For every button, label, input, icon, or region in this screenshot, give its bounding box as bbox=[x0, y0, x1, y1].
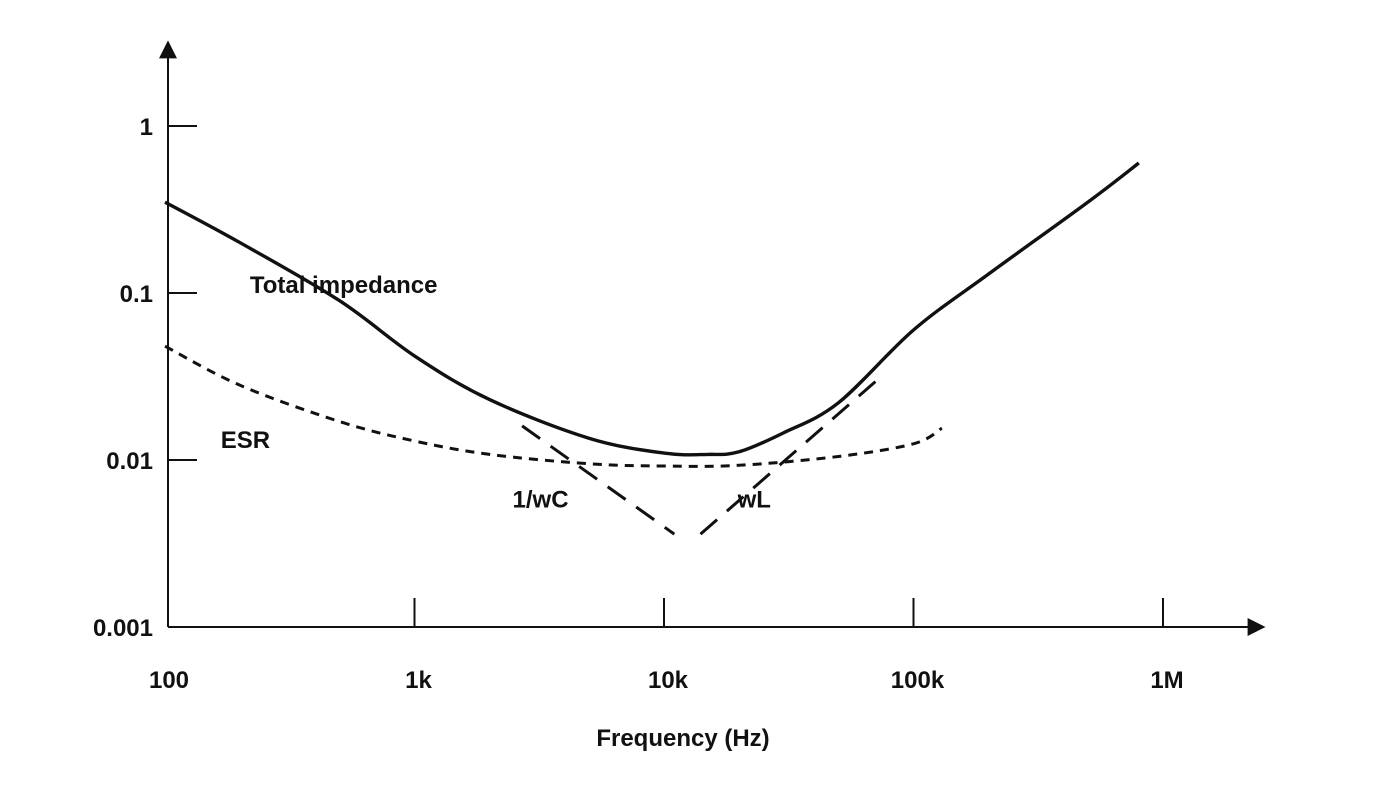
y-tick-label-1: 1 bbox=[140, 114, 153, 141]
x-tick-label-100: 100 bbox=[149, 667, 189, 694]
x-axis-title: Frequency (Hz) bbox=[596, 725, 769, 752]
y-tick-label-0-1: 0.1 bbox=[120, 281, 153, 308]
series-esr-line bbox=[164, 344, 943, 468]
y-tick-label-0-01: 0.01 bbox=[106, 448, 153, 475]
series-label-esr: ESR bbox=[221, 427, 270, 454]
series-label-wl: wL bbox=[737, 486, 771, 513]
series-label-total-impedance: Total impedance bbox=[250, 272, 438, 299]
y-tick-label-0-001: 0.001 bbox=[93, 615, 153, 642]
x-tick-label-100k: 100k bbox=[891, 667, 945, 694]
x-tick-label-1k: 1k bbox=[405, 667, 432, 694]
tick-labels: 100 1k 10k 100k 1M 0.001 0.01 0.1 1 bbox=[93, 114, 1184, 694]
series-labels: Total impedance ESR 1/wC wL bbox=[221, 272, 771, 513]
series-total-impedance-line bbox=[164, 161, 1140, 457]
ticks bbox=[168, 125, 1164, 627]
series-label-1-wc: 1/wC bbox=[513, 486, 569, 513]
series-1-wc-line bbox=[521, 424, 676, 536]
x-tick-label-1m: 1M bbox=[1150, 667, 1183, 694]
axes bbox=[159, 40, 1266, 636]
x-tick-label-10k: 10k bbox=[648, 667, 689, 694]
series-wl-line bbox=[699, 374, 884, 536]
curves bbox=[164, 161, 1140, 536]
